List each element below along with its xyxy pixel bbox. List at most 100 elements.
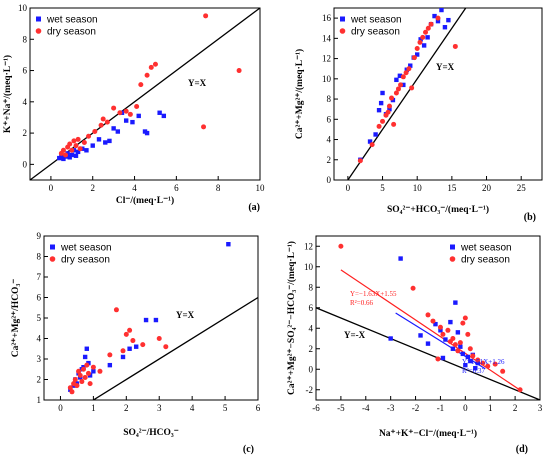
x-tick-label: 6 <box>174 183 179 193</box>
reference-line-label: Y=-X <box>344 330 366 340</box>
y-tick-label: 8 <box>23 34 28 44</box>
legend-marker-dry <box>35 28 42 34</box>
data-point-wet <box>75 149 81 155</box>
data-point-wet <box>453 300 458 305</box>
reference-line <box>347 8 467 180</box>
x-tick-label: 4 <box>190 403 195 413</box>
data-point-dry <box>410 285 416 291</box>
legend-marker-wet <box>450 244 455 250</box>
data-point-dry <box>437 324 443 330</box>
data-point-dry <box>460 320 466 326</box>
x-tick-label: 25 <box>517 183 527 193</box>
data-point-wet <box>465 354 471 360</box>
data-point-wet <box>82 354 88 360</box>
data-point-dry <box>409 85 415 91</box>
x-tick-label: 0 <box>49 183 54 193</box>
data-point-wet <box>123 118 129 123</box>
data-point-dry <box>435 356 441 362</box>
data-point-wet <box>435 18 441 24</box>
y-tick-label: 2 <box>23 128 28 138</box>
x-tick-label: -2 <box>412 403 420 413</box>
data-point-dry <box>445 327 451 333</box>
data-point-wet <box>432 13 437 19</box>
x-tick-label: 10 <box>413 183 423 193</box>
legend-label: wet season <box>46 15 98 26</box>
x-tick-label: 1 <box>91 403 96 413</box>
data-point-dry <box>470 353 476 359</box>
data-point-wet <box>460 351 466 357</box>
data-point-dry <box>455 348 461 354</box>
data-point-dry <box>123 108 129 114</box>
data-point-dry <box>77 146 83 152</box>
y-tick-label: 6 <box>37 293 42 303</box>
data-point-dry <box>67 141 73 147</box>
data-point-wet <box>425 341 431 346</box>
data-point-wet <box>69 152 75 158</box>
data-point-dry <box>452 342 458 348</box>
data-point-dry <box>104 119 110 125</box>
x-tick-label: 20 <box>482 183 492 193</box>
x-tick-label: -1 <box>437 403 445 413</box>
data-point-dry <box>72 377 78 382</box>
data-point-wet <box>67 155 72 160</box>
data-point-dry <box>120 348 126 354</box>
reference-line-label: Y=X <box>436 62 455 72</box>
data-point-dry <box>440 331 446 337</box>
data-point-wet <box>133 344 139 349</box>
x-tick-label: 2 <box>90 183 95 193</box>
fit-equation: Y=1.51X+1.26 <box>462 358 505 366</box>
data-point-dry <box>113 307 119 313</box>
data-point-dry <box>452 43 458 49</box>
x-tick-label: -5 <box>337 403 345 413</box>
legend-marker-wet <box>36 16 41 22</box>
data-point-wet <box>84 148 89 153</box>
data-point-wet <box>65 151 70 156</box>
x-tick-label: 5 <box>223 403 228 413</box>
y-tick-label: 8 <box>309 282 314 292</box>
x-tick-label: 10 <box>256 183 266 193</box>
data-point-dry <box>144 72 150 78</box>
data-point-dry <box>428 21 434 27</box>
data-point-wet <box>418 37 423 42</box>
data-point-dry <box>393 90 399 96</box>
x-axis-label: SO₄²⁻+HCO₃⁻/(meq·L⁻¹) <box>387 204 489 215</box>
data-point-dry <box>138 82 144 88</box>
legend-label: dry season <box>461 255 510 266</box>
y-tick-label: 2 <box>37 375 42 385</box>
x-tick-label: 15 <box>447 183 457 193</box>
data-point-wet <box>448 319 453 325</box>
data-point-dry <box>77 372 83 378</box>
data-point-wet <box>450 346 456 351</box>
data-point-dry <box>398 82 404 88</box>
y-tick-label: 0 <box>309 364 314 374</box>
x-tick-label: -3 <box>387 403 395 413</box>
panel-b: 0 5 10 15 20 25 0 2 4 6 8 10 12 14 16 Y=X wet seasondry … <box>294 7 543 223</box>
data-point-dry <box>457 340 463 346</box>
data-point-wet <box>387 106 392 112</box>
data-point-wet <box>394 77 399 83</box>
data-point-wet <box>397 73 403 78</box>
x-axis-label: Cl⁻/(meq·L⁻¹) <box>116 195 174 206</box>
legend-label: dry season <box>47 27 96 38</box>
y-tick-label: 3 <box>37 354 42 364</box>
data-point-wet <box>111 126 116 131</box>
data-point-wet <box>103 140 108 145</box>
data-point-dry <box>389 95 395 101</box>
data-point-wet <box>367 139 373 144</box>
data-point-dry <box>420 34 426 40</box>
data-point-wet <box>401 82 406 88</box>
data-point-dry <box>127 327 133 333</box>
data-point-wet <box>157 110 162 115</box>
y-tick-label: 5 <box>37 313 42 323</box>
x-tick-label: 1 <box>488 403 493 413</box>
y-tick-label: 4 <box>327 135 332 145</box>
data-point-dry <box>81 366 87 372</box>
data-point-dry <box>152 61 158 67</box>
data-point-dry <box>500 368 506 374</box>
data-point-dry <box>82 374 88 380</box>
x-tick-label: 5 <box>380 183 385 193</box>
data-point-wet <box>161 113 167 119</box>
y-tick-label: 9 <box>37 231 42 241</box>
